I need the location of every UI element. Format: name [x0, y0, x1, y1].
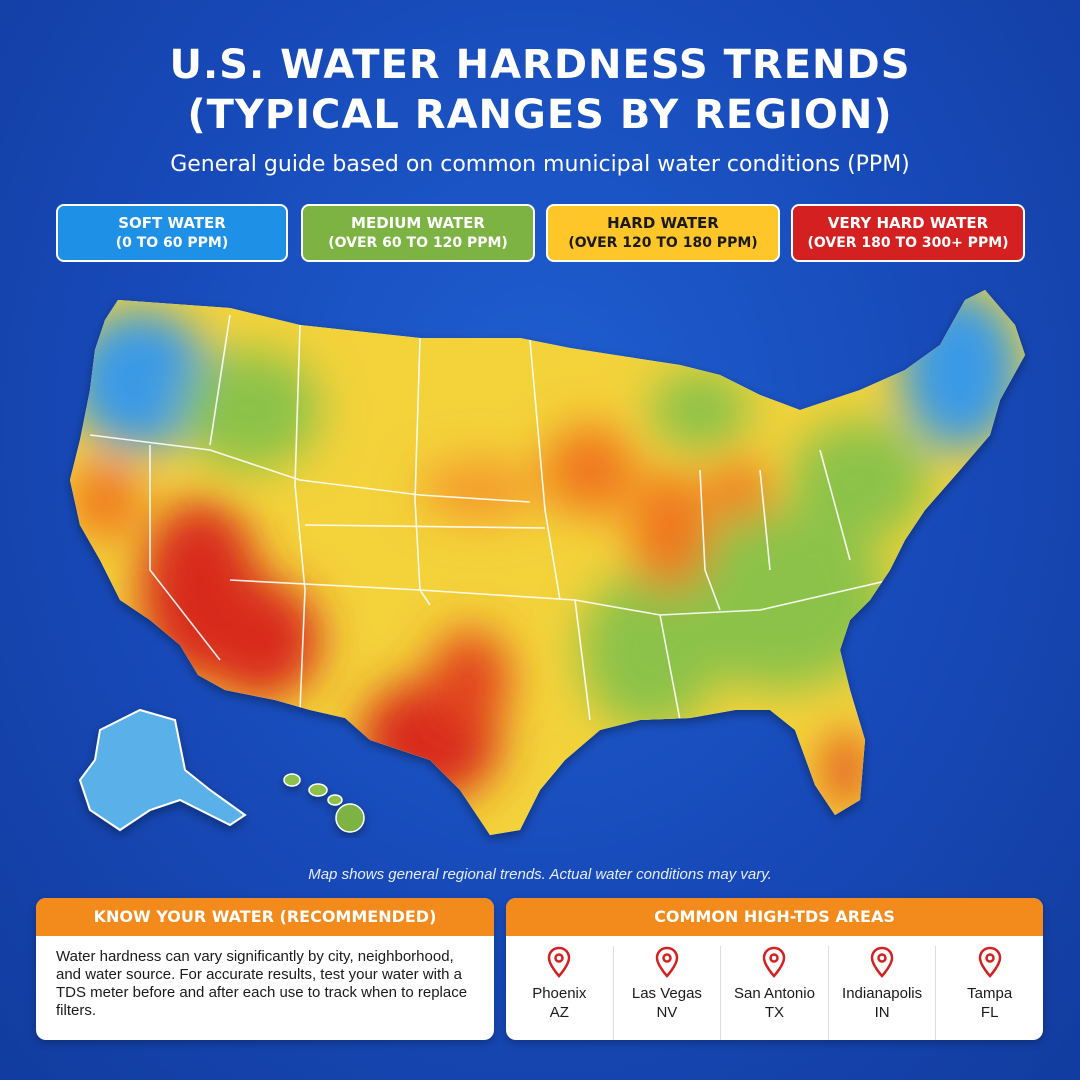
legend-very-hard-range: (OVER 180 TO 300+ PPM) [807, 235, 1009, 251]
city-state: TX [764, 1004, 785, 1021]
city-item: Las Vegas NV [612, 946, 721, 1040]
city-item: Phoenix AZ [506, 946, 613, 1040]
legend-very-hard-water: VERY HARD WATER (OVER 180 TO 300+ PPM) [791, 204, 1025, 262]
high-tds-heading: COMMON HIGH-TDS AREAS [506, 898, 1043, 936]
city-name: San Antonio [734, 985, 815, 1002]
map-pin-icon [548, 946, 571, 978]
high-tds-card: COMMON HIGH-TDS AREAS Phoenix AZ Las Veg… [506, 898, 1043, 1040]
know-your-water-body: Water hardness can vary significantly by… [56, 948, 468, 1019]
us-hardness-map [70, 290, 1025, 835]
legend-soft-label: SOFT WATER [118, 214, 226, 232]
know-your-water-card: KNOW YOUR WATER (RECOMMENDED) Water hard… [36, 898, 494, 1040]
city-item: Tampa FL [935, 946, 1043, 1040]
state-borders [89, 314, 891, 721]
legend-soft-range: (0 TO 60 PPM) [115, 235, 229, 251]
alaska [78, 708, 247, 832]
page-title: U.S. WATER HARDNESS TRENDS (TYPICAL RANG… [0, 40, 1080, 140]
map-pin-icon [870, 946, 894, 978]
city-name: Las Vegas [631, 985, 702, 1002]
hawaii [283, 773, 365, 833]
city-state: IN [874, 1004, 890, 1021]
city-state: AZ [549, 1004, 569, 1021]
legend-medium-label: MEDIUM WATER [351, 214, 485, 232]
legend-hard-range: (OVER 120 TO 180 PPM) [568, 235, 758, 251]
city-state: NV [656, 1004, 678, 1021]
legend-hard-label: HARD WATER [607, 214, 719, 232]
title-line-1: U.S. WATER HARDNESS TRENDS [169, 42, 911, 88]
map-pin-icon [655, 946, 679, 978]
map-pin-icon [763, 946, 786, 978]
city-name: Phoenix [532, 985, 587, 1002]
legend-soft-water: SOFT WATER (0 TO 60 PPM) [56, 204, 288, 262]
hardness-gradient [70, 290, 1025, 835]
legend-medium-range: (OVER 60 TO 120 PPM) [328, 235, 508, 251]
city-name: Indianapolis [842, 985, 923, 1002]
city-item: Indianapolis IN [827, 946, 936, 1040]
city-name: Tampa [967, 985, 1013, 1002]
high-tds-city-list: Phoenix AZ Las Vegas NV San Antonio TX I… [506, 936, 1043, 1040]
title-line-2: (TYPICAL RANGES BY REGION) [187, 92, 893, 138]
legend-very-hard-label: VERY HARD WATER [827, 214, 989, 232]
know-your-water-heading: KNOW YOUR WATER (RECOMMENDED) [36, 898, 494, 936]
map-pin-icon [978, 946, 1001, 978]
page-subtitle: General guide based on common municipal … [170, 152, 910, 177]
legend: SOFT WATER (0 TO 60 PPM) MEDIUM WATER (O… [0, 204, 1080, 264]
city-state: FL [980, 1004, 999, 1021]
map-disclaimer: Map shows general regional trends. Actua… [308, 866, 772, 883]
legend-hard-water: HARD WATER (OVER 120 TO 180 PPM) [546, 204, 780, 262]
legend-medium-water: MEDIUM WATER (OVER 60 TO 120 PPM) [301, 204, 535, 262]
city-item: San Antonio TX [720, 946, 828, 1040]
